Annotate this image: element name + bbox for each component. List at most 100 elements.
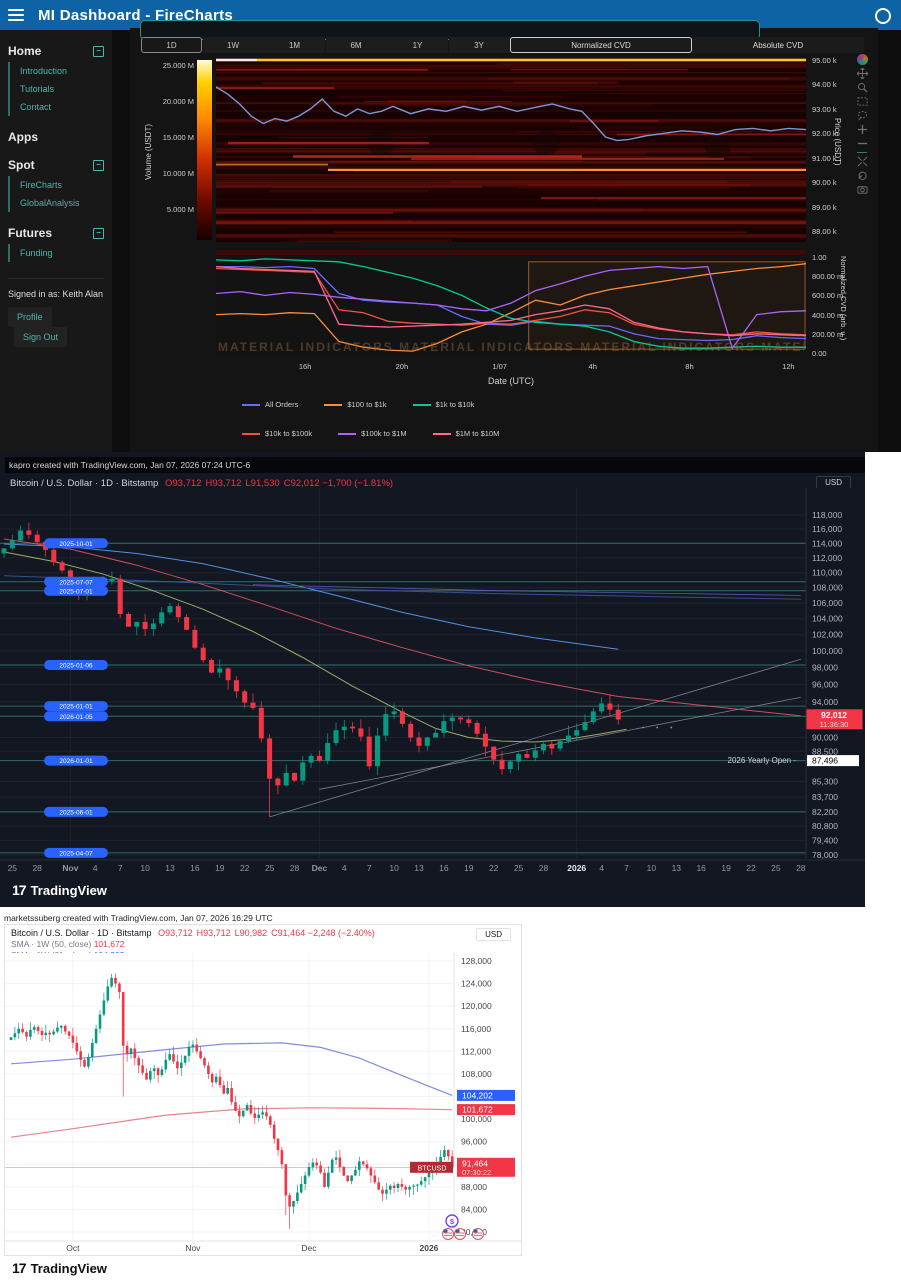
pan-icon[interactable] [856,68,868,79]
svg-text:19: 19 [215,863,225,873]
tv-light-chart-card: Bitcoin / U.S. Dollar · 1D · Bitstamp O9… [4,924,522,1256]
tv-light-attribution: marketssuberg created with TradingView.c… [4,913,273,923]
sidebar-item-funding[interactable]: Funding [20,248,53,258]
svg-text:82,200: 82,200 [812,807,838,817]
legend-swatch [242,432,260,435]
legend-item[interactable]: All Orders [242,400,298,409]
plotly-modebar [854,54,870,195]
camera-icon[interactable] [856,184,868,195]
lasso-select-icon[interactable] [857,110,868,121]
tv-light-chart[interactable]: 128,000 124,000 120,000 116,000 112,000 108,0… [5,953,521,1253]
svg-text:4: 4 [93,863,98,873]
svg-text:13: 13 [414,863,424,873]
svg-text:2025-10-01: 2025-10-01 [59,541,93,548]
tv-dark-chart[interactable]: 118,000 116,000 114,000 112,000 110,000 108,0… [0,488,865,876]
account-status-icon[interactable] [875,8,891,24]
legend-swatch [412,403,431,406]
sidebar-item-firecharts[interactable]: FireCharts [20,180,63,190]
svg-text:94,000: 94,000 [812,697,838,707]
svg-text:10: 10 [389,863,399,873]
svg-text:7: 7 [367,863,372,873]
sidebar-item-globalanalysis[interactable]: GlobalAnalysis [20,198,80,208]
timeframe-1M[interactable]: 1M [264,37,325,53]
zoom-icon[interactable] [857,82,868,93]
svg-text:25: 25 [8,863,18,873]
legend-item[interactable]: $10k to $100k [242,429,312,438]
date-tick: 8h [685,362,694,371]
tradingview-logo[interactable]: 17 TradingView [12,882,107,898]
volume-axis-title: Volume (USDT) [144,123,153,180]
timeframe-6M[interactable]: 6M [325,37,387,53]
price-change: −1,700 (−1.81%) [322,478,394,489]
svg-text:2025-01-06: 2025-01-06 [59,663,93,670]
symbol-name[interactable]: Bitcoin / U.S. Dollar · 1D · Bitstamp [10,478,159,489]
date-axis-title: Date (UTC) [488,376,535,386]
tab-normalized-cvd[interactable]: Normalized CVD [510,37,692,53]
legend-item[interactable]: $100 to $1k [324,400,387,409]
svg-text:28: 28 [796,863,806,873]
legend-item[interactable]: $1M to $10M [432,429,499,438]
currency-button[interactable]: USD [476,928,511,941]
date-tick: 12h [782,362,795,371]
ohlc-value: L90,982 [234,928,268,938]
volume-tick: 15.000 M [162,133,194,142]
tv-dark-symbol-row: Bitcoin / U.S. Dollar · 1D · Bitstamp O9… [10,478,393,489]
svg-text:98,000: 98,000 [812,663,838,673]
timeframe-1D[interactable]: 1D [141,37,202,53]
svg-text:102,000: 102,000 [812,630,843,640]
svg-text:28: 28 [290,863,300,873]
plotly-logo-icon[interactable] [856,54,868,65]
legend-item[interactable]: $1k to $10k [412,400,474,409]
date-tick: 20h [395,362,409,371]
svg-text:2026-01-01: 2026-01-01 [59,758,93,765]
legend-item[interactable]: $100k to $1M [338,429,407,438]
tradingview-dark-section: kapro created with TradingView.com, Jan … [0,452,865,907]
svg-text:100,000: 100,000 [461,1114,492,1124]
sidebar-section-apps: Apps [8,130,38,144]
sidebar-item-tutorials[interactable]: Tutorials [20,84,55,94]
tradingview-logo-icon: 17 [12,882,27,898]
price-change: −2,248 (−2.40%) [307,928,375,938]
sidebar-item-contact[interactable]: Contact [20,102,52,112]
ohlc-value: H93,712 [196,928,231,938]
svg-text:25: 25 [514,863,524,873]
sign-out-button[interactable]: Sign Out [14,327,68,347]
collapse-icon[interactable]: − [93,159,104,171]
price-tick: 90.00 k [812,178,837,188]
tradingview-logo[interactable]: 17 TradingView [12,1260,107,1276]
legend-swatch [432,432,451,435]
tradingview-light-section: marketssuberg created with TradingView.c… [0,910,901,1280]
ohlc-value: O93,712 [165,478,202,489]
svg-text:Nov: Nov [62,863,78,873]
tab-absolute-cvd[interactable]: Absolute CVD [692,37,864,53]
cvd-tick: 400.00 m [812,310,844,320]
zoom-out-icon[interactable] [857,138,868,149]
hamburger-menu-icon[interactable] [8,6,24,24]
cvd-axis-title: Normalized CVD (arb. u.) [839,256,848,341]
symbol-name[interactable]: Bitcoin / U.S. Dollar · 1D · Bitstamp [11,928,152,938]
svg-text:120,000: 120,000 [461,1001,492,1011]
reset-axes-icon[interactable] [857,170,868,181]
svg-text:116,000: 116,000 [812,524,842,534]
svg-text:91,464: 91,464 [462,1158,488,1168]
svg-text:07:30:22: 07:30:22 [462,1168,491,1177]
timeframe-1W[interactable]: 1W [202,37,264,53]
price-tick: 92.00 k [812,129,837,139]
sma50-row: SMA · 1W (50, close) 101,672 [11,939,125,949]
collapse-icon[interactable]: − [93,227,104,239]
profile-button[interactable]: Profile [8,307,52,327]
heatmap-plot[interactable] [216,58,806,242]
collapse-icon[interactable]: − [93,45,104,57]
svg-text:28: 28 [539,863,549,873]
price-tick: 89.00 k [812,202,837,212]
firecharts-panel: 1D 1W 1M 6M 1Y 3Y Normalized CVD Absolute CVD … [130,20,878,452]
timeframe-3Y[interactable]: 3Y [448,37,510,53]
box-select-icon[interactable] [856,96,868,107]
zoom-in-icon[interactable] [857,124,868,135]
cvd-plot[interactable] [216,250,806,356]
tradingview-logo-icon: 17 [12,1260,27,1276]
svg-text:Oct: Oct [66,1243,80,1253]
sidebar-item-introduction[interactable]: Introduction [20,66,68,76]
autoscale-icon[interactable] [857,156,868,167]
timeframe-1Y[interactable]: 1Y [387,37,448,53]
